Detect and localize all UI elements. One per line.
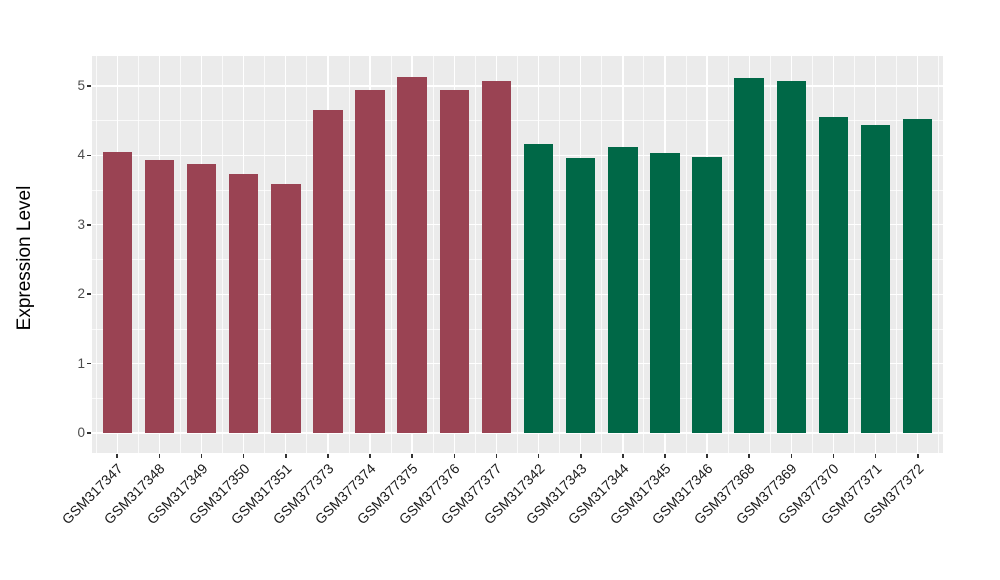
x-tick-mark [369,454,371,458]
gridline-minor-x [769,56,771,453]
x-tick-mark [790,454,793,458]
plot-panel [92,56,943,453]
x-tick-mark [495,454,498,458]
gridline-minor-x [938,56,940,453]
x-tick-mark [242,454,245,458]
gridline-minor-x [180,56,181,453]
gridline-minor-x [601,56,603,453]
gridline-minor-x [348,56,350,453]
gridline-minor-x [390,56,392,453]
y-tick-label: 0 [77,425,85,440]
gridline-minor-x [559,56,561,453]
y-tick-mark [87,154,91,157]
y-tick-label: 2 [77,286,85,302]
gridline-minor-x [306,56,308,453]
gridline-minor-x [474,56,476,453]
x-tick-mark [327,454,329,458]
y-tick-mark [87,362,91,365]
bar-GSM377373 [313,109,343,433]
bar-GSM317351 [271,183,301,433]
bar-GSM377369 [776,81,807,433]
x-tick-mark [284,454,287,458]
bar-GSM317350 [228,174,259,433]
gridline-minor-x [432,56,434,453]
gridline-minor-x [264,56,266,453]
bar-GSM377374 [355,90,385,433]
y-tick-mark [87,432,91,434]
bar-GSM317345 [650,153,680,433]
bar-GSM317348 [144,160,175,433]
y-tick-mark [87,85,91,87]
bar-GSM377372 [902,118,933,433]
bar-GSM377376 [439,90,470,433]
gridline-minor-x [896,56,898,453]
bar-GSM317346 [692,157,722,433]
y-tick-label: 3 [77,216,85,232]
x-tick-mark [706,454,708,458]
bar-GSM377375 [397,76,427,433]
gridline-minor-x [727,56,729,453]
gridline-minor-x [222,56,224,453]
gridline-minor-x [811,56,813,453]
x-tick-mark [200,454,203,458]
x-tick-mark [622,454,624,458]
bar-GSM317349 [186,163,217,433]
x-tick-mark [748,454,751,458]
bar-GSM377371 [860,124,891,433]
y-tick-label: 1 [77,355,85,371]
x-tick-mark [537,454,540,458]
gridline-minor-x [685,56,687,453]
bar-GSM377368 [734,78,764,433]
y-tick-label: 4 [77,147,85,163]
x-tick-mark [832,454,835,458]
x-tick-mark [916,454,919,458]
x-tick-mark [579,454,582,458]
bar-GSM377370 [818,117,849,433]
gridline-minor-x [643,56,645,453]
x-tick-mark [411,454,413,458]
bar-GSM317344 [608,147,638,433]
bar-GSM317342 [523,143,554,433]
gridline-minor-x [517,56,518,453]
x-tick-mark [158,454,161,458]
x-tick-mark [664,454,666,458]
gridline-minor-x [137,56,139,453]
y-tick-label: 5 [77,78,85,93]
y-tick-mark [87,224,91,226]
y-axis-title: Expression Level [14,185,35,331]
y-tick-mark [87,293,91,295]
bar-GSM377377 [481,81,512,433]
gridline-minor-x [854,56,855,453]
bar-GSM317343 [565,158,596,433]
x-tick-mark [874,454,877,458]
gridline-minor-x [95,56,97,453]
x-tick-mark [453,454,456,458]
bar-GSM317347 [102,151,133,433]
x-tick-mark [116,454,119,458]
